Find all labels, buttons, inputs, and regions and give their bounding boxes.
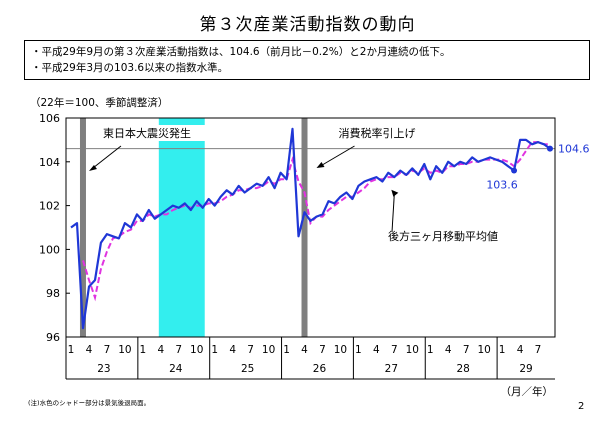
year-label: 29 (519, 363, 532, 375)
x-tick-label: 1 (211, 344, 218, 356)
x-tick-label: 1 (355, 344, 362, 356)
earthquake-label: 東日本大震災発生 (103, 126, 191, 140)
x-tick-label: 10 (118, 344, 131, 356)
page-number: 2 (578, 401, 585, 412)
year-label: 25 (241, 363, 254, 375)
x-tick-label: 10 (262, 344, 275, 356)
marker-2017-09 (547, 145, 553, 152)
y-tick-label: 106 (39, 112, 60, 125)
x-tick-label: 4 (445, 344, 452, 356)
earthquake-event-bar (79, 118, 86, 337)
latest-value-label: 104.6 (558, 143, 590, 156)
recession-shading (158, 118, 205, 337)
label-bg (100, 125, 211, 141)
y-tick-label: 98 (46, 287, 60, 300)
x-tick-label: 4 (86, 344, 93, 356)
x-tick-label: 4 (157, 344, 164, 356)
x-tick-label: 10 (477, 344, 490, 356)
march-value-label: 103.6 (486, 179, 518, 192)
x-tick-label: 10 (190, 344, 203, 356)
y-tick-label: 104 (39, 156, 60, 169)
year-label: 27 (385, 363, 398, 375)
year-label: 26 (313, 363, 327, 375)
footnote: (注)水色のシャドー部分は景気後退局面。 (28, 399, 151, 407)
plot-frame (65, 117, 556, 338)
x-tick-label: 1 (499, 344, 506, 356)
summary-line-2: ・平成29年3月の103.6以来の指数水準。 (31, 62, 229, 74)
tax-hike-arrow-line (320, 145, 355, 167)
x-tick-label: 1 (140, 344, 147, 356)
x-tick-label: 7 (463, 344, 470, 356)
x-tick-label: 7 (247, 344, 254, 356)
tax-hike-label: 消費税率引上げ (339, 126, 416, 140)
y-tick-label: 100 (39, 243, 60, 256)
earthquake-arrow-line (92, 145, 122, 169)
moving-average-label: 後方三ヶ月移動平均値 (388, 229, 498, 243)
x-tick-label: 1 (68, 344, 75, 356)
x-tick-label: 10 (406, 344, 419, 356)
x-tick-label: 7 (535, 344, 542, 356)
x-tick-label: 4 (373, 344, 380, 356)
x-unit-label: （月／年） (501, 385, 554, 398)
x-tick-label: 7 (104, 344, 111, 356)
x-tick-label: 10 (334, 344, 347, 356)
summary-line-1: ・平成29年9月の第３次産業活動指数は、104.6（前月比－0.2%）と2か月連… (31, 46, 451, 58)
x-tick-label: 4 (229, 344, 236, 356)
tax-hike-arrowhead (316, 162, 325, 168)
x-tick-label: 7 (319, 344, 326, 356)
x-tick-label: 4 (301, 344, 308, 356)
marker-2017-03 (511, 167, 518, 174)
page-title: 第３次産業活動指数の動向 (199, 15, 416, 35)
ma-arrowhead (391, 189, 399, 197)
x-tick-label: 4 (517, 344, 524, 356)
index-line (70, 127, 551, 330)
unit-label: （22年＝100、季節調整済） (30, 97, 169, 109)
x-tick-label: 1 (283, 344, 290, 356)
y-tick-label: 102 (39, 200, 60, 213)
y-tick-label: 96 (46, 331, 60, 344)
year-label: 28 (456, 363, 469, 375)
year-label: 23 (97, 363, 110, 375)
ma-arrow-line (391, 193, 395, 233)
x-tick-label: 7 (175, 344, 182, 356)
summary-box: ・平成29年9月の第３次産業活動指数は、104.6（前月比－0.2%）と2か月連… (24, 40, 590, 80)
year-label: 24 (169, 363, 183, 375)
x-tick-label: 1 (427, 344, 434, 356)
moving-average-line (82, 141, 550, 302)
earthquake-arrowhead (88, 165, 97, 171)
x-tick-label: 7 (391, 344, 398, 356)
tax-hike-event-bar (301, 118, 308, 337)
